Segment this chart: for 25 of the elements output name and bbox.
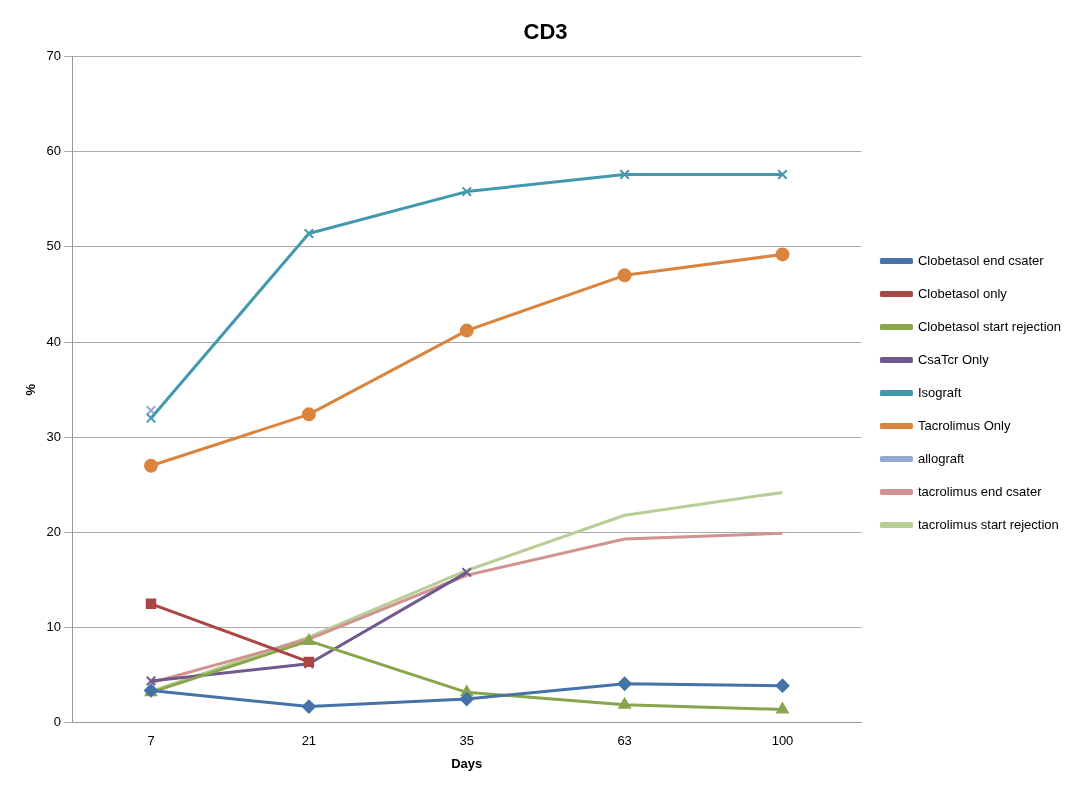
- legend-label: Clobetasol end csater: [917, 252, 1045, 268]
- legend-label: CsaTcr Only: [917, 351, 990, 367]
- y-tick-label: 20: [46, 523, 62, 539]
- legend-label: tacrolimus end csater: [917, 483, 1043, 499]
- chart-title: CD3: [523, 19, 568, 45]
- y-tick-label: 40: [46, 333, 62, 349]
- legend-label: Clobetasol only: [917, 285, 1008, 301]
- x-tick-label: 35: [459, 733, 474, 749]
- x-tick-label: 63: [617, 733, 632, 749]
- legend-label: Clobetasol start rejection: [917, 318, 1062, 334]
- y-tick-label: 70: [46, 47, 62, 63]
- y-tick-label: 60: [46, 143, 62, 159]
- x-axis-title: Days: [451, 755, 483, 771]
- legend-label: Isograft: [917, 384, 962, 400]
- x-tick-label: 7: [147, 733, 155, 749]
- y-tick-label: 0: [53, 714, 62, 730]
- y-tick-label: 10: [46, 619, 62, 635]
- legend-label: Tacrolimus Only: [917, 417, 1011, 433]
- y-tick-label: 30: [46, 428, 62, 444]
- y-axis-title: %: [23, 383, 39, 396]
- y-tick-label: 50: [46, 238, 62, 254]
- x-tick-label: 100: [771, 733, 794, 749]
- x-tick-label: 21: [301, 733, 317, 749]
- legend-label: tacrolimus start rejection: [917, 516, 1059, 532]
- legend-label: allograft: [917, 450, 965, 466]
